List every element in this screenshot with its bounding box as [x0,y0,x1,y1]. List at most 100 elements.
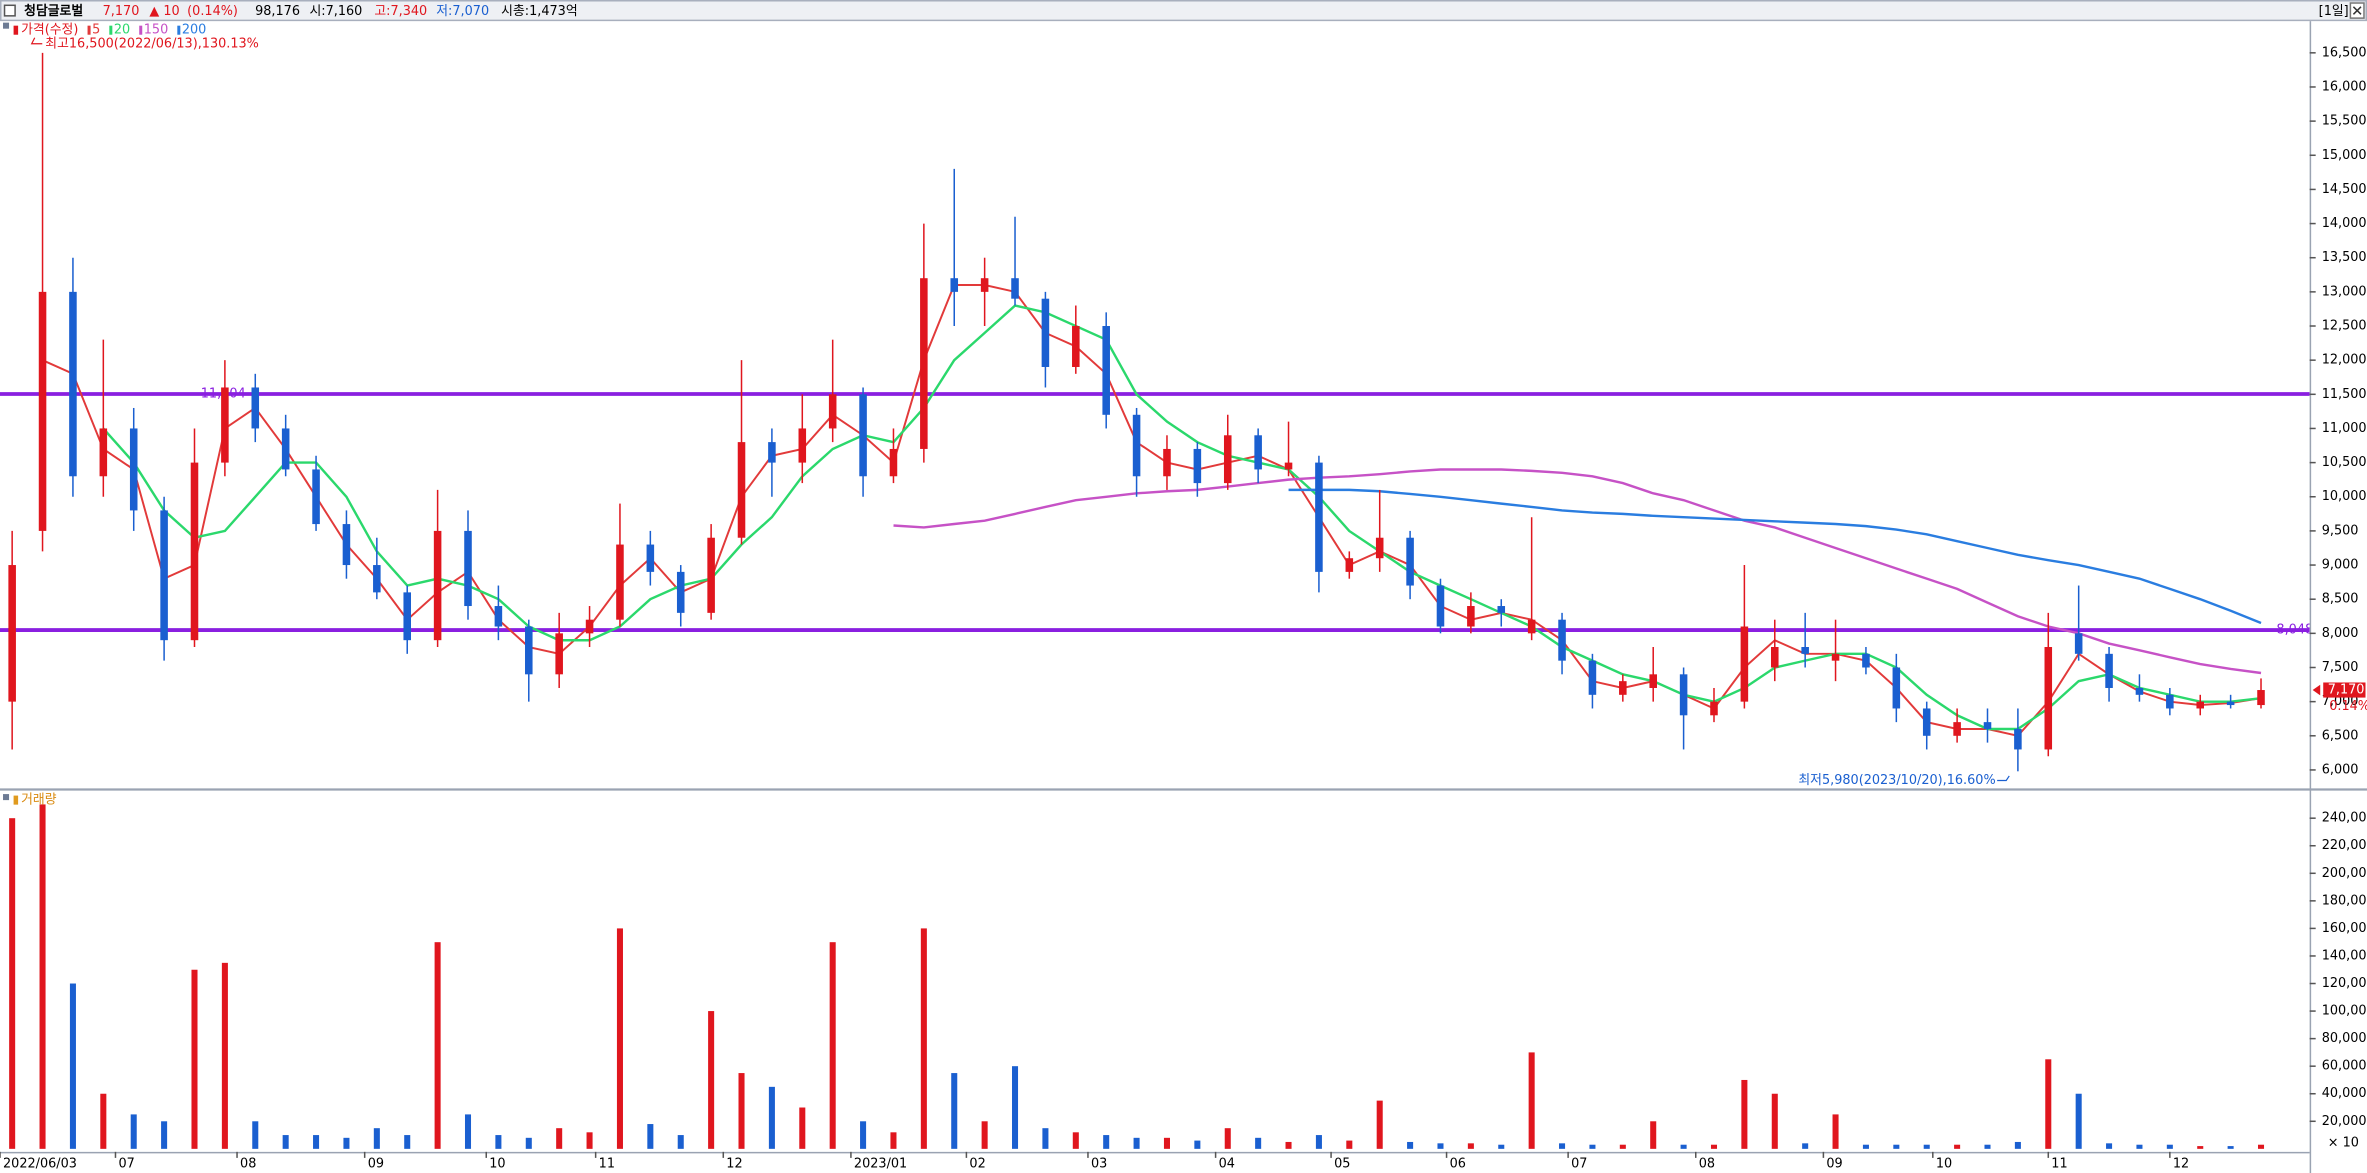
legend-swatch [109,25,113,35]
candle-body [2257,690,2265,706]
volume-bar [2166,1144,2173,1149]
close-icon [2352,6,2362,15]
volume-bar [981,1121,988,1149]
volume-bar [1710,1144,1718,1149]
x-tick-label: 12 [726,1156,742,1171]
x-tick-label: 2023/01 [854,1156,907,1171]
max-annotation: 최고16,500(2022/06/13),130.13% [45,36,259,51]
price-plot: 11,5048,048 [0,52,2313,772]
y-tick-label: 80,000 [2322,1031,2367,1046]
checkbox[interactable] [3,4,16,17]
volume-bar [1771,1093,1778,1149]
x-tick-label: 07 [1571,1156,1587,1171]
candle-body [1588,660,1597,695]
y-tick-label: 16,000 [2322,79,2367,94]
candle-body [1375,537,1384,559]
candle-body [1467,606,1475,627]
volume-bar [434,942,441,1149]
candle-body [1041,298,1050,367]
candle-body [99,428,108,477]
volume-bar [1559,1143,1566,1149]
change: ▲ 10 [149,4,179,19]
volume-bar [69,983,76,1149]
candle-body [646,544,655,572]
legend-entry: 20 [114,23,130,38]
candle-body [616,544,624,620]
volume-bar [525,1137,532,1149]
y-tick-label: 11,000 [2322,421,2367,436]
volume-bar [951,1073,958,1149]
y-tick-label: 14,000 [2322,216,2367,231]
x-tick-label: 11 [599,1156,615,1171]
candle-body [2135,687,2144,695]
volume-bar [1862,1144,1869,1149]
volume-bar [738,1073,745,1149]
volume-bar [1619,1144,1626,1149]
volume-bar [100,1093,107,1149]
candle-body [2166,694,2174,709]
x-tick-label: 03 [1091,1156,1107,1171]
candle-body [1163,448,1171,477]
y-tick-label: 15,000 [2322,148,2367,163]
volume-bar [2106,1143,2113,1149]
legend-entry: 200 [182,23,206,38]
x-tick-label: 10 [489,1156,505,1171]
volume-bar [1498,1144,1505,1149]
y-tick-label: 9,500 [2322,523,2359,538]
min-arrow [1997,775,2010,782]
x-tick-label: 04 [1219,1156,1235,1171]
candle-body [1406,537,1414,586]
x-tick-label: 08 [240,1156,256,1171]
volume-bar [829,942,836,1149]
candle-body [859,394,867,477]
y-tick-label: 10,000 [2322,489,2367,504]
candle-body [2044,647,2053,750]
period-button[interactable]: [1일] [2319,4,2349,19]
volume-bar [9,818,16,1149]
candle-body [889,448,898,477]
candle-body [555,633,563,675]
reference-label: 8,048 [2276,623,2313,638]
volume-bar [1163,1137,1170,1149]
y-tick-label: 15,500 [2322,114,2367,129]
candle-body [494,606,503,627]
volume-bar [920,928,927,1149]
x-tick-label: 08 [1699,1156,1715,1171]
candle-body [1558,619,1566,661]
volume-bar [2197,1146,2204,1149]
y-tick-label: 180,000 [2322,893,2367,908]
y-tick-label: 8,000 [2322,626,2359,641]
open: 시:7,160 [309,4,362,19]
candle-body [1011,278,1019,299]
y-tick-label: 60,000 [2322,1059,2367,1074]
volume-bar [1315,1135,1322,1149]
candle-body [1619,681,1627,695]
legend-swatch [177,25,181,35]
y-tick-label: 12,500 [2322,319,2367,334]
volume-bar [252,1121,259,1149]
volume-bar [221,962,228,1149]
overlay: 6,000 6,500 7,000 7,500 8,000 8,500 9,000 9,500… [0,23,2367,1171]
volume-bar [343,1137,350,1149]
header-bar [0,0,2367,22]
candle-body [281,428,290,470]
y-tick-label: 16,500 [2322,45,2367,60]
candle-body [38,291,47,531]
volume-bar [313,1135,320,1149]
x-tick-label: 12 [2173,1156,2189,1171]
volume-bar [1346,1140,1353,1149]
volume-bar [860,1121,867,1149]
volume-bar [161,1121,168,1149]
volume: 98,176 [255,4,300,19]
candle-body [1892,667,1901,709]
panel-icon [3,22,10,29]
volume-bar [1528,1052,1535,1149]
volume-bar [677,1135,684,1149]
y-tick-label: 14,500 [2322,182,2367,197]
volume-bar [1802,1143,1809,1149]
y-tick-label: 12,000 [2322,353,2367,368]
volume-bar [373,1128,380,1149]
volume-bar [1437,1143,1444,1149]
candle-body [1527,619,1536,634]
moving-average-line [893,468,2262,675]
